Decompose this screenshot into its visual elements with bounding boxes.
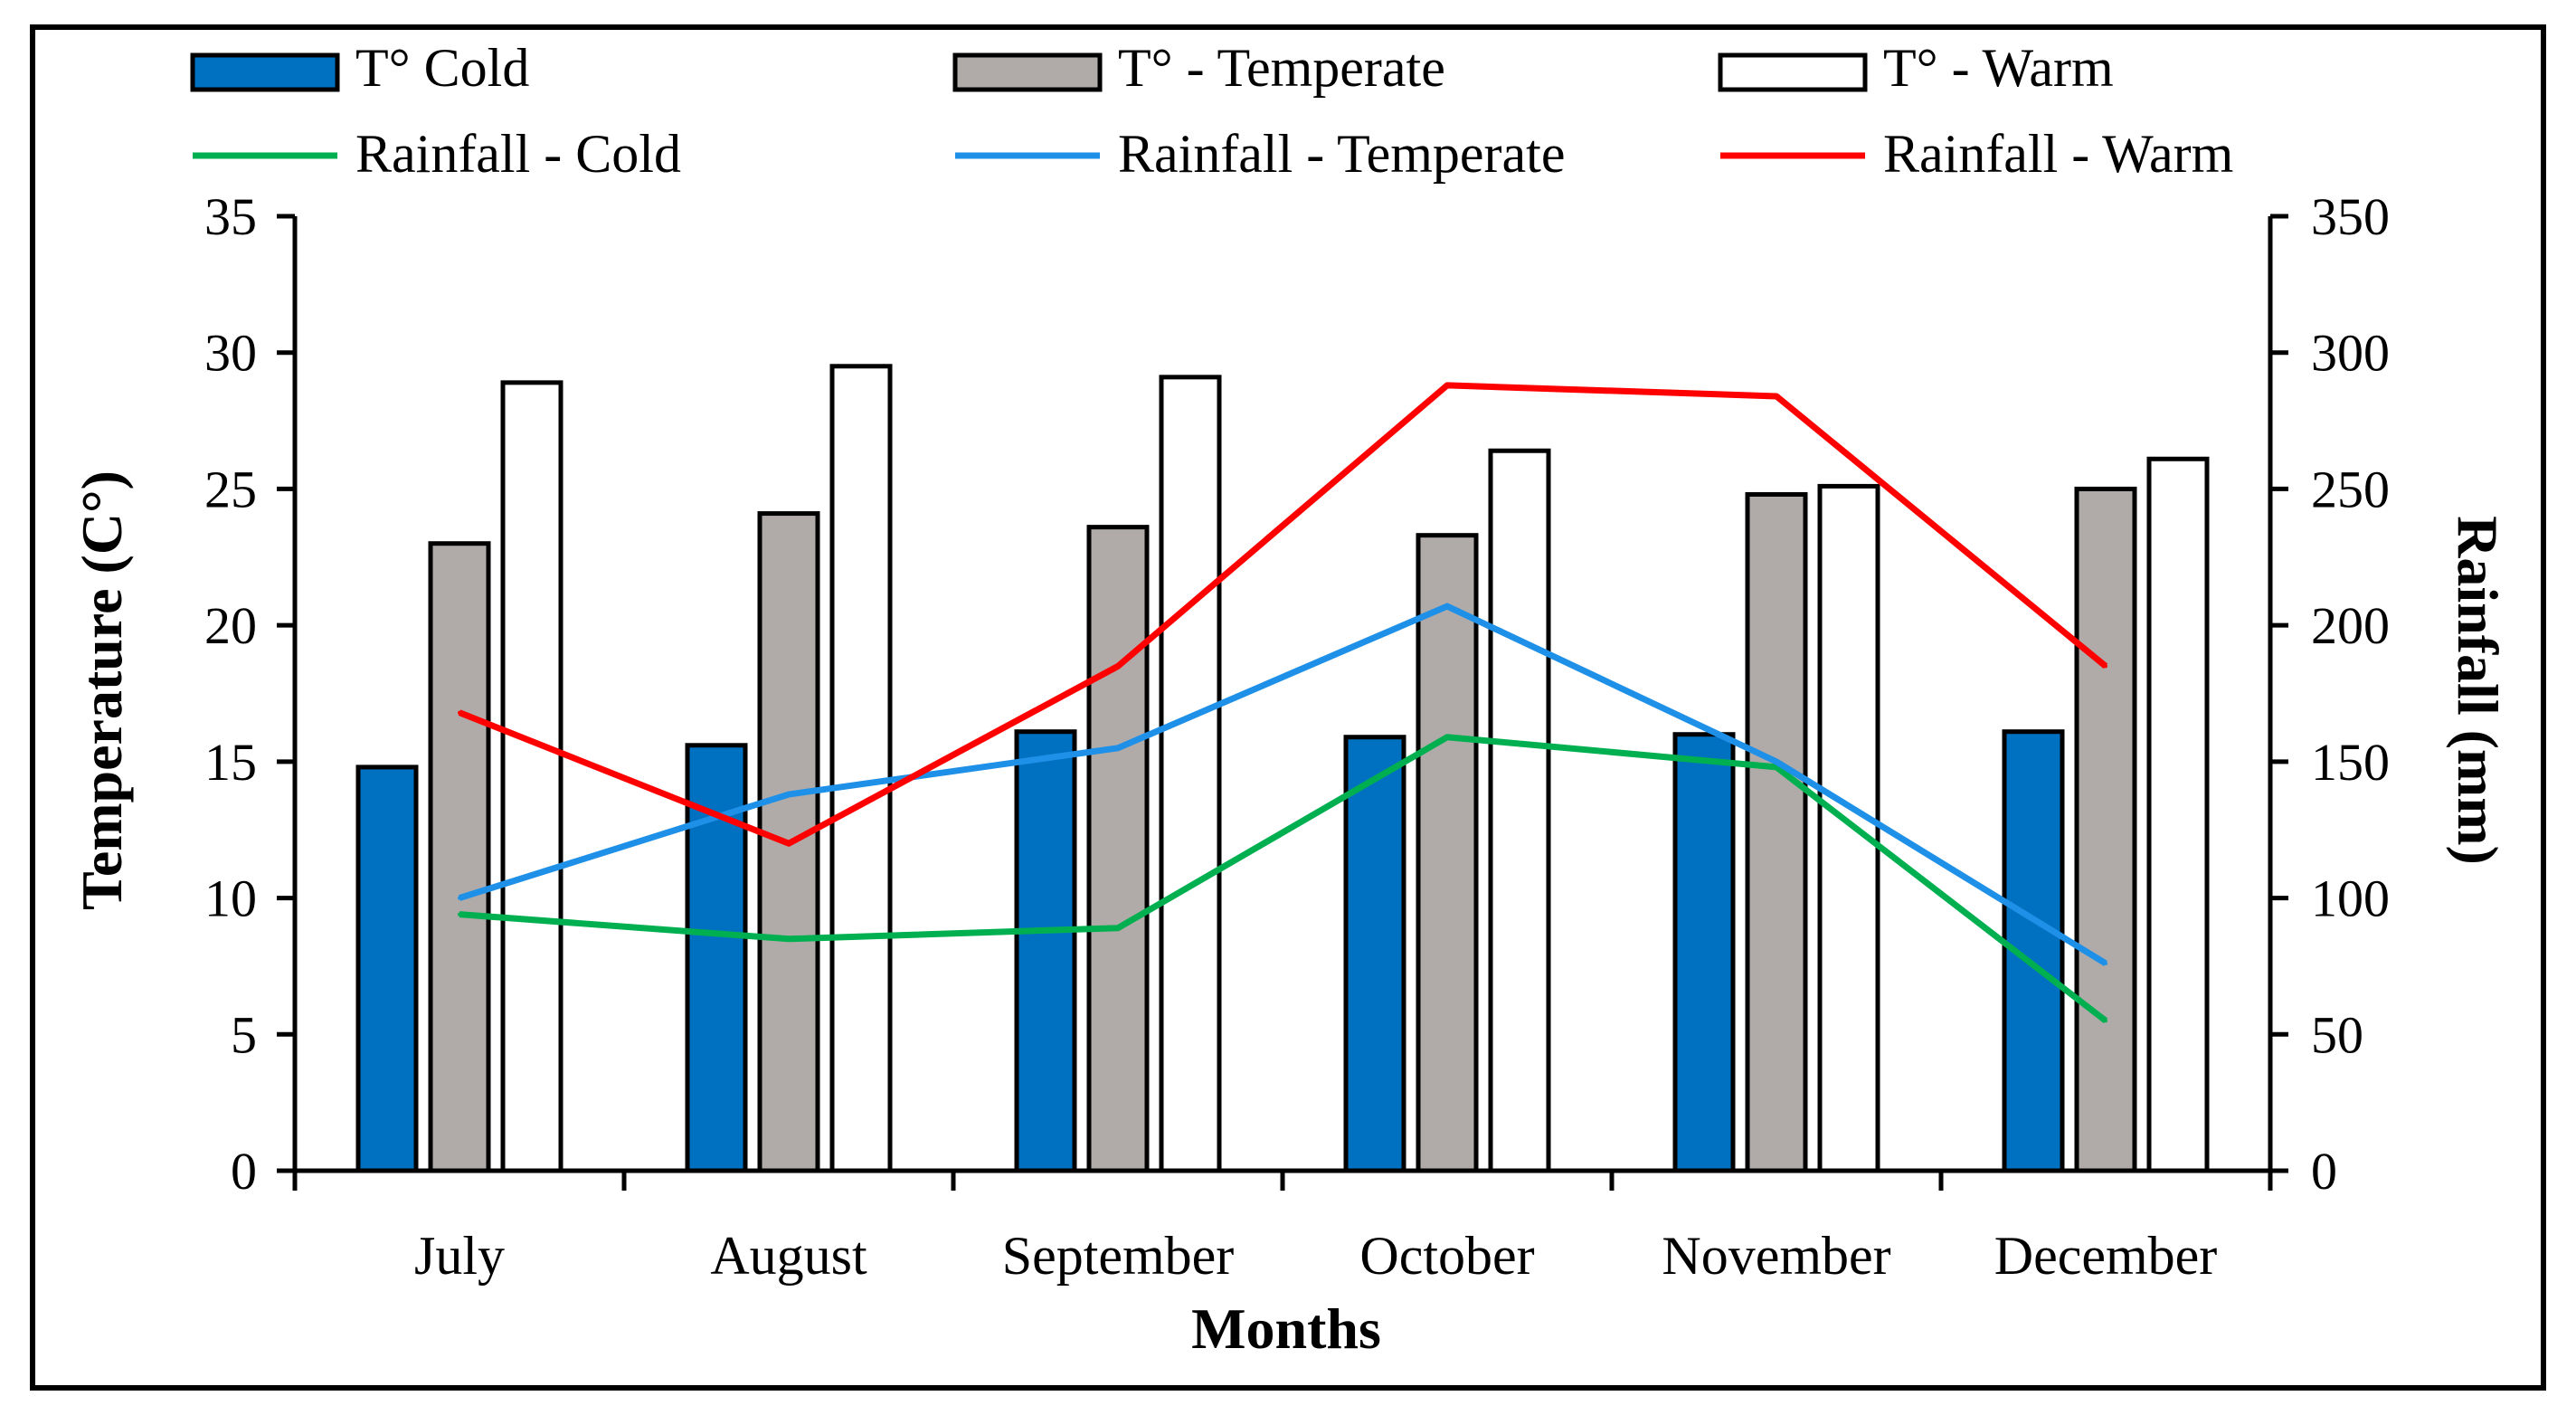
bar-t-warm-august	[829, 364, 893, 1173]
x-tick-label-september: September	[1002, 1226, 1235, 1286]
point-rainfall-cold-july	[458, 912, 461, 916]
bar-t-cold-november	[1672, 732, 1736, 1173]
y2-tick-label: 200	[2311, 596, 2390, 655]
y2-tick-label: 150	[2311, 733, 2390, 792]
point-rainfall-warm-july	[458, 710, 461, 715]
legend-label-t-warm: T° - Warm	[1883, 38, 2114, 98]
y-tick-label: 5	[231, 1005, 257, 1064]
x-tick-label-december: December	[1994, 1226, 2218, 1286]
y-tick-label: 20	[204, 596, 257, 655]
point-rainfall-warm-september	[1116, 664, 1120, 669]
y2-tick-label: 300	[2311, 324, 2390, 383]
y-tick-label: 25	[204, 460, 257, 518]
legend-swatch-t-warm	[1718, 52, 1868, 92]
y-tick-label: 30	[204, 324, 257, 383]
point-rainfall-warm-december	[2104, 664, 2107, 669]
bar-t-temperate-november	[1745, 491, 1808, 1173]
bar-t-warm-november	[1817, 483, 1880, 1173]
line-rainfall-temperate	[458, 603, 2107, 966]
bar-t-warm-september	[1159, 375, 1222, 1173]
point-rainfall-cold-august	[787, 936, 791, 941]
legend-label-rainfall-temperate: Rainfall - Temperate	[1118, 124, 1565, 184]
point-rainfall-temperate-october	[1445, 604, 1449, 609]
line-rainfall-cold	[459, 734, 2108, 1023]
x-tick-label-november: November	[1662, 1226, 1890, 1286]
y2-tick-label: 250	[2311, 460, 2390, 518]
bar-t-temperate-october	[1416, 533, 1479, 1173]
bar-t-cold-october	[1343, 735, 1406, 1173]
legend-swatch-t-temperate	[952, 52, 1103, 92]
bar-t-temperate-july	[428, 541, 491, 1173]
y2-tick-label: 50	[2311, 1005, 2363, 1064]
bar-t-cold-july	[355, 764, 419, 1173]
y-tick-label: 10	[204, 869, 257, 928]
point-rainfall-temperate-september	[1116, 745, 1120, 750]
x-axis-title: Months	[1191, 1296, 1381, 1361]
bar-t-warm-october	[1488, 448, 1551, 1173]
legend: T° Cold T° - Temperate T° - Warm Rainfall -…	[190, 38, 2233, 184]
point-rainfall-temperate-november	[1775, 759, 1778, 764]
x-tick-label-august: August	[710, 1226, 867, 1286]
bar-t-cold-september	[1014, 729, 1077, 1173]
y2-axis-title: Rainfall (mm)	[2446, 516, 2510, 865]
y2-tick-label: 0	[2311, 1142, 2337, 1201]
legend-label-t-cold: T° Cold	[355, 38, 529, 98]
bar-t-temperate-december	[2074, 486, 2137, 1173]
legend-label-t-temperate: T° - Temperate	[1118, 38, 1445, 98]
point-rainfall-warm-november	[1775, 394, 1778, 398]
y-tick-label: 35	[204, 187, 257, 246]
y-axis-title: Temperature (C°)	[70, 470, 134, 910]
point-rainfall-warm-october	[1445, 383, 1449, 387]
point-rainfall-cold-october	[1445, 735, 1449, 739]
bar-t-warm-december	[2146, 456, 2210, 1173]
y-tick-label: 0	[231, 1142, 257, 1201]
legend-swatch-t-cold	[190, 52, 340, 92]
legend-label-rainfall-warm: Rainfall - Warm	[1883, 124, 2233, 184]
line-rainfall-warm	[458, 382, 2108, 847]
x-tick-label-july: July	[414, 1226, 505, 1286]
point-rainfall-cold-november	[1775, 764, 1778, 769]
legend-label-rainfall-cold: Rainfall - Cold	[355, 124, 681, 184]
line-layer	[458, 382, 2108, 1023]
y-tick-label: 15	[204, 733, 257, 792]
y2-tick-label: 100	[2311, 869, 2390, 928]
point-rainfall-temperate-december	[2104, 961, 2107, 965]
y2-tick-label: 350	[2311, 187, 2390, 246]
x-tick-label-october: October	[1359, 1226, 1534, 1286]
point-rainfall-warm-august	[787, 841, 791, 846]
axis-labels: Months Temperature (C°) Rainfall (mm)	[70, 470, 2510, 1361]
point-rainfall-temperate-july	[458, 896, 461, 900]
point-rainfall-cold-september	[1116, 926, 1120, 930]
bar-t-temperate-september	[1086, 525, 1150, 1173]
point-rainfall-cold-december	[2104, 1019, 2107, 1023]
point-rainfall-temperate-august	[787, 793, 791, 797]
bar-t-warm-july	[500, 380, 564, 1173]
